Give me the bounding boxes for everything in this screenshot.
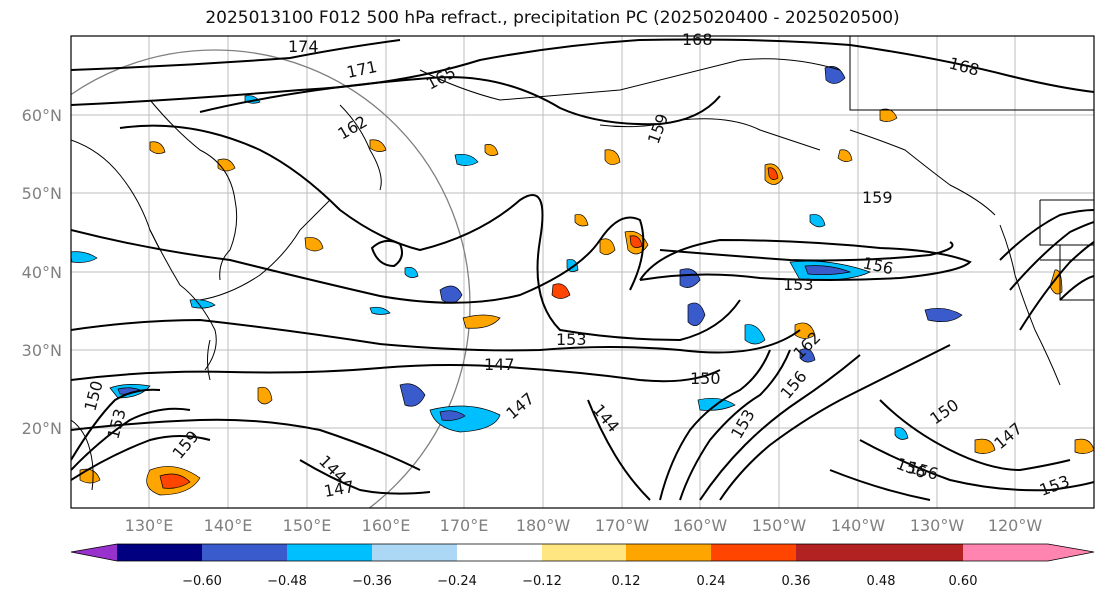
colorbar-segment: [287, 544, 372, 561]
map-area: [71, 36, 1094, 508]
lon-label: 130°E: [125, 516, 174, 535]
colorbar-tick-label: −0.48: [267, 574, 307, 589]
coastlines: [71, 36, 1094, 491]
lon-label: 140°W: [831, 516, 886, 535]
colorbar-tick-label: −0.60: [182, 574, 222, 589]
lon-label: 150°W: [752, 516, 807, 535]
colorbar-extend-right: [1048, 544, 1094, 561]
lat-label: 50°N: [22, 184, 62, 203]
colorbar-segment: [202, 544, 287, 561]
contour-label: 147: [484, 355, 515, 374]
lon-label: 130°W: [910, 516, 965, 535]
lon-label: 170°E: [440, 516, 489, 535]
lon-label: 150°E: [283, 516, 332, 535]
lon-label: 170°W: [595, 516, 650, 535]
colorbar-ticks: −0.60 −0.48 −0.36 −0.24 −0.12 0.12 0.24 …: [182, 574, 977, 589]
colorbar-outline: [70, 543, 1095, 562]
colorbar-segment: [881, 544, 963, 561]
longitude-labels: 130°E 140°E 150°E 160°E 170°E 180°W 170°…: [125, 516, 1043, 535]
colorbar-segment: [626, 544, 711, 561]
colorbar-tick-label: −0.36: [352, 574, 392, 589]
latitude-labels: 60°N 50°N 40°N 30°N 20°N: [22, 106, 62, 438]
contour-label: 150: [690, 369, 721, 388]
lon-label: 120°W: [988, 516, 1043, 535]
contour-label: 159: [862, 188, 893, 207]
map-title: 2025013100 F012 500 hPa refract., precip…: [205, 8, 900, 28]
height-contours: [71, 38, 1094, 501]
colorbar-tick-label: 0.48: [867, 574, 896, 589]
colorbar-extend-left: [71, 544, 117, 561]
contour-label: 168: [682, 30, 713, 49]
colorbar: −0.60 −0.48 −0.36 −0.24 −0.12 0.12 0.24 …: [70, 543, 1095, 589]
colorbar-tick-label: 0.12: [612, 574, 641, 589]
contour-label: 153: [556, 330, 587, 349]
colorbar-tick-label: 0.60: [949, 574, 978, 589]
precipitation-blobs: [71, 66, 1094, 496]
contour-label: 153: [783, 275, 814, 294]
colorbar-tick-label: 0.24: [697, 574, 726, 589]
colorbar-segment: [117, 544, 202, 561]
colorbar-segment: [457, 544, 542, 561]
contour-label: 174: [288, 37, 319, 56]
lon-label: 160°W: [673, 516, 728, 535]
gridlines: [71, 36, 1094, 508]
lon-label: 140°E: [204, 516, 253, 535]
lat-label: 30°N: [22, 341, 62, 360]
colorbar-segment: [963, 544, 1048, 561]
colorbar-tick-label: −0.12: [522, 574, 562, 589]
colorbar-segment: [372, 544, 457, 561]
lat-label: 40°N: [22, 263, 62, 282]
map-frame: [70, 35, 1095, 509]
colorbar-tick-label: −0.24: [437, 574, 477, 589]
colorbar-segment: [711, 544, 796, 561]
colorbar-segment: [542, 544, 626, 561]
reference-circle: [71, 49, 471, 508]
lat-label: 60°N: [22, 106, 62, 125]
lon-label: 180°W: [516, 516, 571, 535]
lon-label: 160°E: [362, 516, 411, 535]
colorbar-segment: [796, 544, 881, 561]
lat-label: 20°N: [22, 419, 62, 438]
colorbar-tick-label: 0.36: [782, 574, 811, 589]
